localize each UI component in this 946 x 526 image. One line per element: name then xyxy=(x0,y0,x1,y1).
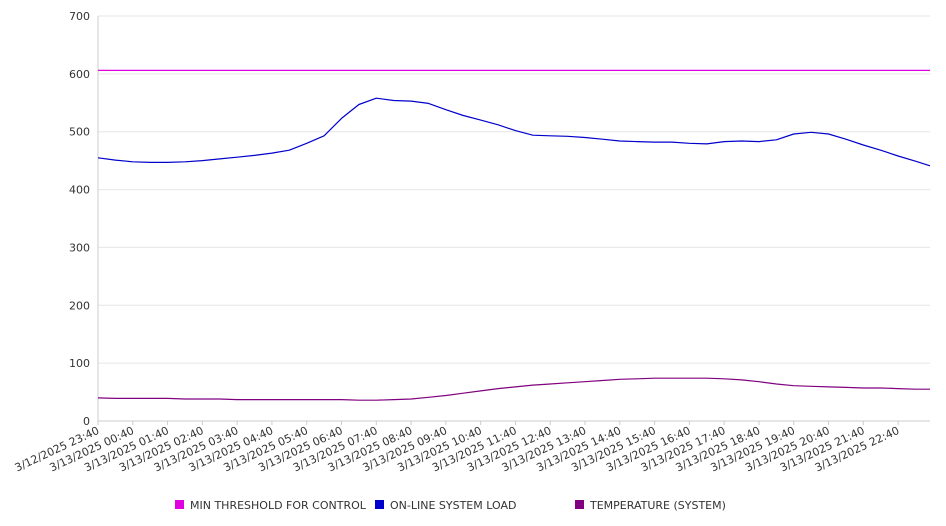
x-axis-ticks: 3/12/2025 23:403/13/2025 00:403/13/2025 … xyxy=(13,421,901,474)
y-tick-label: 200 xyxy=(69,299,90,312)
y-tick-label: 500 xyxy=(69,126,90,139)
y-tick-label: 400 xyxy=(69,184,90,197)
legend-swatch xyxy=(375,500,384,509)
legend-swatch xyxy=(575,500,584,509)
legend: MIN THRESHOLD FOR CONTROL ON-LINE SYSTEM … xyxy=(175,499,726,512)
legend-label: TEMPERATURE (SYSTEM) xyxy=(589,499,726,512)
axes xyxy=(97,16,930,422)
y-tick-label: 300 xyxy=(69,241,90,254)
gridlines xyxy=(98,15,930,364)
y-tick-label: 100 xyxy=(69,357,90,370)
legend-label: ON-LINE SYSTEM LOAD xyxy=(390,499,516,512)
legend-swatch xyxy=(175,500,184,509)
y-tick-label: 0 xyxy=(83,415,90,428)
legend-label: MIN THRESHOLD FOR CONTROL xyxy=(190,499,367,512)
y-tick-label: 600 xyxy=(69,68,90,81)
series-lines xyxy=(97,69,931,401)
y-axis-ticks: 0 100 200 300 400 500 600 700 xyxy=(69,10,90,428)
y-tick-label: 700 xyxy=(69,10,90,23)
series-line-2 xyxy=(97,377,930,401)
series-line-1 xyxy=(97,97,931,167)
